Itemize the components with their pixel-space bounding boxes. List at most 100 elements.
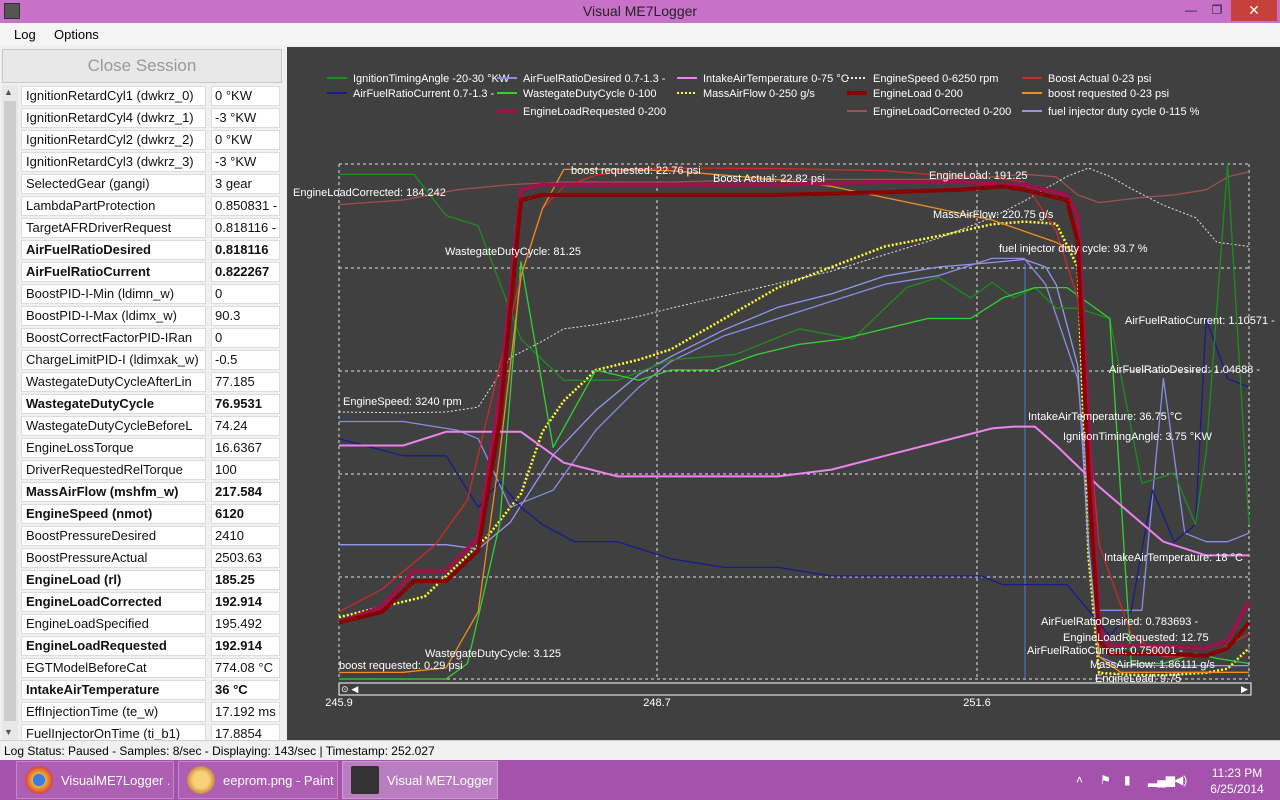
parameter-name[interactable]: LambdaPartProtection bbox=[21, 196, 206, 216]
parameter-row[interactable]: LambdaPartProtection 0.850831 - bbox=[20, 195, 282, 217]
parameter-name[interactable]: IgnitionRetardCyl1 (dwkrz_0) bbox=[21, 86, 206, 106]
maximize-button[interactable]: ❐ bbox=[1211, 3, 1223, 17]
window-title: Visual ME7Logger bbox=[582, 3, 698, 19]
parameter-name[interactable]: BoostPID-I-Min (ldimn_w) bbox=[21, 284, 206, 304]
parameter-row[interactable]: IntakeAirTemperature 36 °C bbox=[20, 679, 282, 701]
parameter-row[interactable]: WastegateDutyCycle 76.9531 bbox=[20, 393, 282, 415]
parameter-name[interactable]: MassAirFlow (mshfm_w) bbox=[21, 482, 206, 502]
flag-icon[interactable]: ⚑ bbox=[1100, 773, 1111, 787]
taskbar-label: Visual ME7Logger bbox=[387, 773, 493, 788]
parameter-name[interactable]: IgnitionRetardCyl4 (dwkrz_1) bbox=[21, 108, 206, 128]
parameter-value: -0.5 bbox=[211, 350, 280, 370]
parameter-name[interactable]: EngineLoad (rl) bbox=[21, 570, 206, 590]
parameter-name[interactable]: BoostPressureDesired bbox=[21, 526, 206, 546]
clock-time[interactable]: 11:23 PM bbox=[1211, 766, 1263, 780]
menu-log[interactable]: Log bbox=[14, 27, 36, 42]
parameter-row[interactable]: SelectedGear (gangi) 3 gear bbox=[20, 173, 282, 195]
parameter-row[interactable]: BoostPressureDesired 2410 bbox=[20, 525, 282, 547]
scroll-up-icon[interactable]: ▲ bbox=[4, 87, 13, 97]
parameter-row[interactable]: EngineSpeed (nmot) 6120 bbox=[20, 503, 282, 525]
parameter-name[interactable]: BoostCorrectFactorPID-IRan bbox=[21, 328, 206, 348]
parameter-row[interactable]: EngineLoadSpecified 195.492 bbox=[20, 613, 282, 635]
parameter-row[interactable]: WastegateDutyCycleAfterLin 77.185 bbox=[20, 371, 282, 393]
parameter-name[interactable]: DriverRequestedRelTorque bbox=[21, 460, 206, 480]
parameter-name[interactable]: EngineLoadSpecified bbox=[21, 614, 206, 634]
close-session-button[interactable]: Close Session bbox=[2, 49, 282, 83]
volume-icon[interactable]: ◀) bbox=[1174, 773, 1188, 787]
parameter-name[interactable]: EffInjectionTime (te_w) bbox=[21, 702, 206, 722]
chart-annotation: AirFuelRatioCurrent: 1.10571 - bbox=[1125, 315, 1275, 327]
chart-annotation: WastegateDutyCycle: 3.125 bbox=[425, 648, 561, 660]
parameter-name[interactable]: EngineLoadCorrected bbox=[21, 592, 206, 612]
close-button[interactable]: ✕ bbox=[1231, 0, 1277, 21]
battery-icon[interactable]: ▮ bbox=[1124, 773, 1131, 787]
x-tick-label: 248.7 bbox=[643, 697, 671, 709]
parameter-row[interactable]: BoostCorrectFactorPID-IRan 0 bbox=[20, 327, 282, 349]
signal-icon[interactable]: ▂▄▆ bbox=[1148, 773, 1175, 787]
parameter-row[interactable]: AirFuelRatioDesired 0.818116 bbox=[20, 239, 282, 261]
parameter-row[interactable]: DriverRequestedRelTorque 100 bbox=[20, 459, 282, 481]
series-line-wastegatedutycycle bbox=[339, 261, 1250, 680]
taskbar-label: eeprom.png - Paint bbox=[223, 773, 334, 788]
parameter-row[interactable]: IgnitionRetardCyl3 (dwkrz_3) -3 °KW bbox=[20, 151, 282, 173]
minimize-button[interactable]: — bbox=[1185, 3, 1197, 17]
parameter-name[interactable]: BoostPressureActual bbox=[21, 548, 206, 568]
taskbar-item-visualme7logger[interactable]: Visual ME7Logger bbox=[342, 761, 498, 799]
vertical-scrollbar[interactable]: ▲ ▼ bbox=[2, 85, 18, 740]
parameter-row[interactable]: AirFuelRatioCurrent 0.822267 bbox=[20, 261, 282, 283]
parameter-row[interactable]: IgnitionRetardCyl1 (dwkrz_0) 0 °KW bbox=[20, 85, 282, 107]
taskbar-item-chrome[interactable]: VisualME7Logger ... bbox=[16, 761, 174, 799]
parameter-name[interactable]: WastegateDutyCycleAfterLin bbox=[21, 372, 206, 392]
parameter-row[interactable]: EngineLoadRequested 192.914 bbox=[20, 635, 282, 657]
chevron-up-icon[interactable]: ˄ bbox=[1076, 773, 1084, 787]
parameter-name[interactable]: EngineLossTorque bbox=[21, 438, 206, 458]
parameter-value: 0 °KW bbox=[211, 86, 280, 106]
parameter-name[interactable]: AirFuelRatioDesired bbox=[21, 240, 206, 260]
parameter-name[interactable]: AirFuelRatioCurrent bbox=[21, 262, 206, 282]
chart-annotation: EngineLoadRequested: 12.75 bbox=[1063, 632, 1209, 644]
parameter-row[interactable]: ChargeLimitPID-I (ldimxak_w) -0.5 bbox=[20, 349, 282, 371]
title-bar[interactable]: Visual ME7Logger — ❐ ✕ bbox=[0, 0, 1280, 23]
parameter-name[interactable]: IgnitionRetardCyl2 (dwkrz_2) bbox=[21, 130, 206, 150]
parameter-row[interactable]: EngineLoadCorrected 192.914 bbox=[20, 591, 282, 613]
taskbar-item-paint[interactable]: eeprom.png - Paint bbox=[178, 761, 338, 799]
parameter-name[interactable]: ChargeLimitPID-I (ldimxak_w) bbox=[21, 350, 206, 370]
parameter-row[interactable]: MassAirFlow (mshfm_w) 217.584 bbox=[20, 481, 282, 503]
parameter-name[interactable]: SelectedGear (gangi) bbox=[21, 174, 206, 194]
parameter-row[interactable]: EngineLoad (rl) 185.25 bbox=[20, 569, 282, 591]
series-line-massairflow bbox=[338, 220, 1250, 677]
series-line-engineloadcorrected bbox=[338, 171, 1250, 206]
parameter-name[interactable]: BoostPID-I-Max (ldimx_w) bbox=[21, 306, 206, 326]
parameter-row[interactable]: TargetAFRDriverRequest 0.818116 - bbox=[20, 217, 282, 239]
scroll-thumb[interactable] bbox=[4, 101, 16, 721]
series-line-intakeairtemperature bbox=[339, 425, 1249, 557]
clock-date[interactable]: 6/25/2014 bbox=[1210, 782, 1264, 796]
parameter-name[interactable]: IgnitionRetardCyl3 (dwkrz_3) bbox=[21, 152, 206, 172]
parameter-row[interactable]: WastegateDutyCycleBeforeL 74.24 bbox=[20, 415, 282, 437]
parameter-name[interactable]: TargetAFRDriverRequest bbox=[21, 218, 206, 238]
parameter-name[interactable]: IntakeAirTemperature bbox=[21, 680, 206, 700]
parameter-name[interactable]: EGTModelBeforeCat bbox=[21, 658, 206, 678]
parameter-row[interactable]: BoostPID-I-Min (ldimn_w) 0 bbox=[20, 283, 282, 305]
parameter-row[interactable]: BoostPressureActual 2503.63 bbox=[20, 547, 282, 569]
parameter-row[interactable]: EngineLossTorque 16.6367 bbox=[20, 437, 282, 459]
parameter-row[interactable]: BoostPID-I-Max (ldimx_w) 90.3 bbox=[20, 305, 282, 327]
chart-annotation: EngineLoad: 191.25 bbox=[929, 170, 1027, 182]
legend-label: AirFuelRatioDesired 0.7-1.3 - bbox=[523, 73, 666, 85]
parameter-row[interactable]: IgnitionRetardCyl2 (dwkrz_2) 0 °KW bbox=[20, 129, 282, 151]
series-line-engineloadrequested bbox=[338, 180, 1251, 651]
parameter-name[interactable]: EngineSpeed (nmot) bbox=[21, 504, 206, 524]
chart-annotation: Boost Actual: 22.82 psi bbox=[713, 173, 825, 185]
parameter-value: 77.185 bbox=[211, 372, 280, 392]
legend-label: EngineLoadCorrected 0-200 bbox=[873, 106, 1011, 118]
parameter-name[interactable]: EngineLoadRequested bbox=[21, 636, 206, 656]
parameter-name[interactable]: WastegateDutyCycleBeforeL bbox=[21, 416, 206, 436]
parameter-row[interactable]: EGTModelBeforeCat 774.08 °C bbox=[20, 657, 282, 679]
parameter-name[interactable]: WastegateDutyCycle bbox=[21, 394, 206, 414]
scroll-down-icon[interactable]: ▼ bbox=[4, 727, 13, 737]
log-chart[interactable]: IgnitionTimingAngle -20-30 °KW AirFuelRat… bbox=[287, 47, 1280, 740]
parameter-row[interactable]: EffInjectionTime (te_w) 17.192 ms bbox=[20, 701, 282, 723]
app-icon[interactable] bbox=[4, 3, 20, 19]
parameter-row[interactable]: IgnitionRetardCyl4 (dwkrz_1) -3 °KW bbox=[20, 107, 282, 129]
menu-options[interactable]: Options bbox=[54, 27, 99, 42]
